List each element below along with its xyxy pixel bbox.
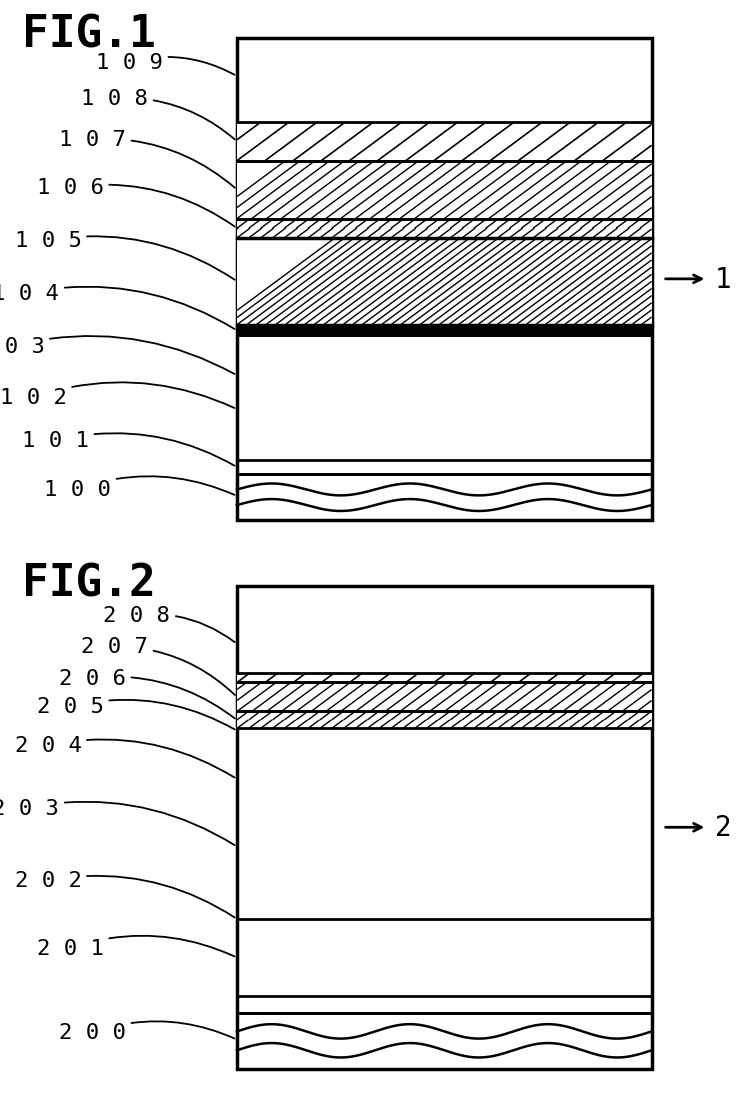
Bar [237,219,651,239]
Text: 2 0 1: 2 0 1 [37,936,235,958]
Text: 2 0 3: 2 0 3 [0,798,235,845]
Text: 1 0 7: 1 0 7 [59,129,235,189]
Text: 2 0 4: 2 0 4 [15,735,235,778]
Text: 1 0 5: 1 0 5 [15,231,235,281]
Bar [237,38,651,521]
Text: FIG.2: FIG.2 [22,561,156,605]
Bar [237,586,651,1069]
Text: FIG.1: FIG.1 [22,14,156,57]
Bar [237,683,651,711]
Text: 2 0 0: 2 0 0 [59,1021,235,1042]
Text: 1 0 3: 1 0 3 [0,336,235,375]
Bar [237,326,651,338]
Text: 2 0 5: 2 0 5 [37,697,235,730]
Text: 2 0 2: 2 0 2 [15,870,235,917]
Bar [237,673,651,683]
Bar [237,239,651,326]
Text: 2 0 7: 2 0 7 [81,637,235,695]
Bar [237,161,651,219]
Text: 1 0 9: 1 0 9 [96,53,235,76]
Text: 1 0 1: 1 0 1 [22,431,235,466]
Text: 2 0: 2 0 [714,813,740,842]
Text: 1 0 2: 1 0 2 [0,383,235,409]
Text: 2 0 8: 2 0 8 [104,605,235,642]
Text: 1 0 6: 1 0 6 [37,178,235,227]
Text: 1 0: 1 0 [714,265,740,294]
Bar [237,711,651,729]
Bar [237,123,651,161]
Text: 2 0 6: 2 0 6 [59,667,235,719]
Text: 1 0 8: 1 0 8 [81,89,235,140]
Text: 1 0 0: 1 0 0 [44,477,235,500]
Text: 1 0 4: 1 0 4 [0,284,235,330]
